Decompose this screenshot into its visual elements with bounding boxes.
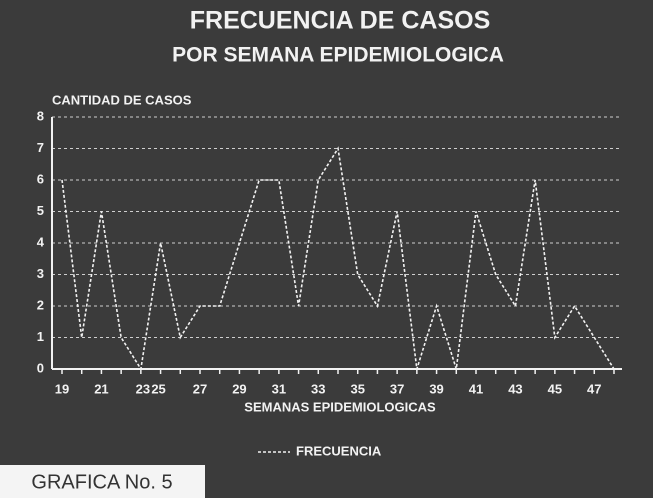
legend-label: FRECUENCIA: [296, 443, 382, 458]
x-tick-label: 25: [151, 381, 165, 396]
y-tick-label: 0: [37, 360, 44, 375]
x-tick-label: 37: [390, 381, 404, 396]
chart-subtitle: POR SEMANA EPIDEMIOLOGICA: [172, 44, 504, 67]
x-tick-label: 41: [469, 381, 483, 396]
x-tick-label: 21: [94, 381, 108, 396]
y-tick-label: 7: [37, 140, 44, 155]
y-axis-label: CANTIDAD DE CASOS: [52, 92, 192, 107]
y-tick-label: 5: [37, 203, 44, 218]
y-tick-label: 2: [37, 297, 44, 312]
y-tick-label: 4: [37, 234, 45, 249]
y-tick-label: 8: [37, 108, 44, 123]
y-tick-label: 6: [37, 171, 44, 186]
y-tick-label: 1: [37, 329, 44, 344]
x-tick-label: 43: [508, 381, 522, 396]
chart-title: FRECUENCIA DE CASOS: [190, 7, 491, 35]
caption-box: [0, 465, 205, 498]
x-tick-label: 29: [232, 381, 246, 396]
x-tick-label: 31: [272, 381, 286, 396]
x-tick-label: 35: [350, 381, 364, 396]
x-tick-label: 39: [429, 381, 443, 396]
x-tick-label: 27: [193, 381, 207, 396]
x-tick-label: 19: [55, 381, 69, 396]
x-tick-label: 23: [136, 381, 150, 396]
x-tick-label: 47: [587, 381, 601, 396]
x-tick-label: 33: [311, 381, 325, 396]
x-tick-label: 45: [548, 381, 562, 396]
caption: GRAFICA No. 5: [31, 471, 172, 493]
y-tick-label: 3: [37, 266, 44, 281]
data-line: [61, 146, 615, 372]
x-axis-label: SEMANAS EPIDEMIOLOGICAS: [244, 399, 436, 414]
